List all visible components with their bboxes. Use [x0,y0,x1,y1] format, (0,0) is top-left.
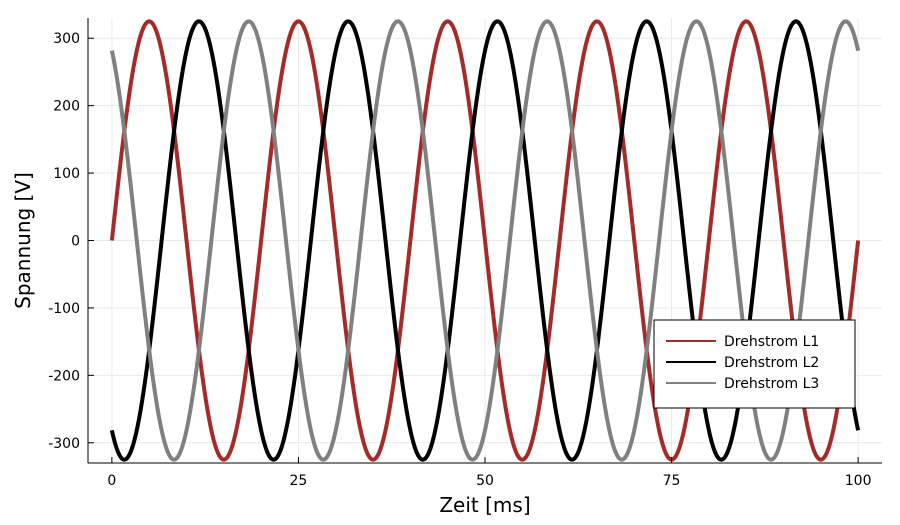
x-tick-label: 50 [476,473,494,489]
x-tick-label: 25 [290,473,308,489]
legend-label: Drehstrom L2 [724,355,819,371]
series-line-l2 [109,19,861,462]
y-tick-label: -100 [48,301,80,317]
y-tick-label: 300 [53,31,80,47]
legend-label: Drehstrom L1 [724,334,819,350]
x-tick-label: 100 [845,473,872,489]
x-tick-label: 0 [107,473,116,489]
y-tick-label: 100 [53,166,80,182]
x-ticks: 0 25 50 75 100 [107,457,871,489]
x-tick-label: 75 [663,473,681,489]
y-ticks: -300 -200 -100 0 100 200 300 [48,31,94,452]
y-tick-label: -300 [48,436,80,452]
y-tick-label: 0 [71,234,80,250]
series-line-l1 [109,19,861,462]
series-layer [109,19,861,462]
legend-label: Drehstrom L3 [724,376,819,392]
y-axis-title: Spannung [V] [11,172,35,309]
legend-items: Drehstrom L1 Drehstrom L2 Drehstrom L3 [666,334,819,392]
y-tick-label: -200 [48,368,80,384]
legend-box [653,319,856,409]
series-line-l3 [109,19,861,462]
x-axis-title: Zeit [ms] [439,493,530,517]
y-tick-label: 200 [53,99,80,115]
legend: Drehstrom L1 Drehstrom L2 Drehstrom L3 [653,319,856,409]
